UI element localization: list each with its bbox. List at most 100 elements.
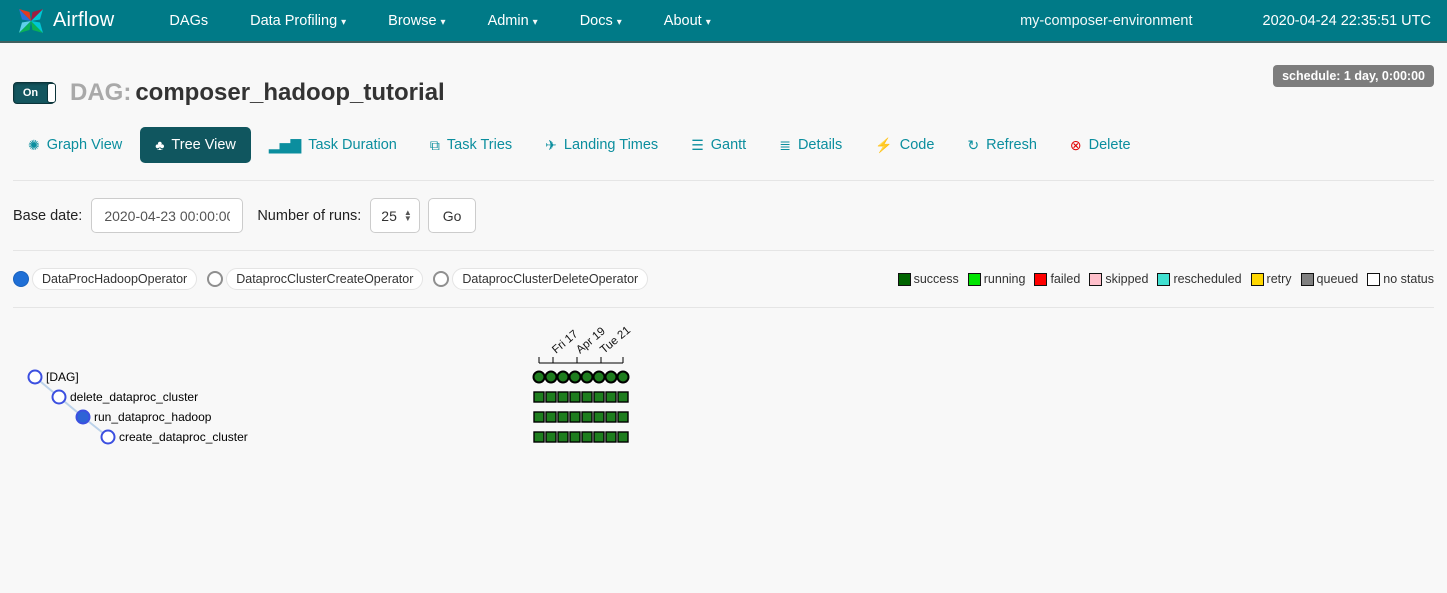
operator-label: DataprocClusterCreateOperator — [226, 268, 424, 290]
status-legend-item-skipped: skipped — [1089, 272, 1148, 286]
task-instance-square[interactable] — [533, 391, 545, 403]
dagrun-state-circle[interactable] — [616, 370, 630, 384]
tab-landing-times[interactable]: ✈ Landing Times — [530, 127, 673, 163]
status-swatch-icon — [1157, 272, 1171, 286]
tab-label: Landing Times — [563, 137, 659, 153]
chevron-down-icon: ▾ — [440, 16, 446, 28]
nav-item-label: Data Profiling — [250, 12, 338, 29]
status-label: skipped — [1105, 272, 1149, 286]
delete-circle-icon: ⊗ — [1069, 137, 1082, 153]
tab-gantt[interactable]: ☰ Gantt — [676, 127, 761, 163]
base-date-input[interactable] — [91, 198, 244, 233]
task-instance-square[interactable] — [557, 391, 569, 403]
brand-name: Airflow — [53, 9, 115, 31]
run-controls: Base date: Number of runs: 25 ▲▼ Go — [13, 198, 1434, 233]
tab-task-duration[interactable]: ▂▅▇ Task Duration — [254, 127, 412, 163]
dagrun-state-circle[interactable] — [604, 370, 618, 384]
task-node-circle[interactable] — [51, 389, 67, 405]
top-navbar: Airflow DAGs Data Profiling ▾ Browse ▾ Admin ▾… — [0, 0, 1447, 43]
task-instance-square[interactable] — [605, 411, 617, 423]
task-instance-square[interactable] — [581, 411, 593, 423]
airflow-brand[interactable]: Airflow — [16, 6, 114, 36]
tab-label: Task Tries — [446, 137, 513, 153]
operator-filled-circle-icon — [13, 271, 29, 287]
navbar-right: my-composer-environment 2020-04-24 22:35… — [1020, 13, 1431, 29]
task-instance-square[interactable] — [581, 431, 593, 443]
task-label[interactable]: create_dataproc_cluster — [119, 430, 248, 444]
task-instance-square[interactable] — [569, 431, 581, 443]
tab-graph-view[interactable]: ✺ Graph View — [13, 127, 137, 163]
task-instance-square[interactable] — [533, 411, 545, 423]
lightning-icon: ⚡ — [875, 137, 893, 153]
task-instance-square[interactable] — [593, 431, 605, 443]
task-instance-square[interactable] — [617, 431, 629, 443]
task-node-circle[interactable] — [75, 409, 91, 425]
operator-legend-item: DataProcHadoopOperator — [13, 268, 198, 290]
dagrun-state-circle[interactable] — [532, 370, 546, 384]
nav-item-docs[interactable]: Docs ▾ — [559, 13, 643, 29]
dagrun-state-circle[interactable] — [568, 370, 582, 384]
legend-row: DataProcHadoopOperator DataprocClusterCre… — [13, 268, 1434, 290]
task-instance-square[interactable] — [605, 391, 617, 403]
status-label: retry — [1266, 272, 1292, 286]
chevron-down-icon: ▾ — [705, 16, 711, 28]
nav-menu: DAGs Data Profiling ▾ Browse ▾ Admin ▾ Docs ▾ Abo… — [148, 13, 731, 29]
nav-item-dags[interactable]: DAGs — [148, 13, 229, 29]
divider — [13, 180, 1434, 181]
task-instance-square[interactable] — [581, 391, 593, 403]
task-instance-square[interactable] — [617, 411, 629, 423]
go-button[interactable]: Go — [427, 198, 477, 233]
task-instance-square[interactable] — [593, 391, 605, 403]
dagrun-state-circle[interactable] — [556, 370, 570, 384]
task-instance-square[interactable] — [569, 411, 581, 423]
base-date-label: Base date: — [13, 207, 83, 224]
task-node-circle[interactable] — [100, 429, 116, 445]
task-label[interactable]: delete_dataproc_cluster — [70, 390, 198, 404]
tab-label: Delete — [1088, 137, 1131, 153]
dagrun-state-circle[interactable] — [580, 370, 594, 384]
task-instance-square[interactable] — [557, 411, 569, 423]
tab-label: Refresh — [986, 137, 1037, 153]
status-label: success — [913, 272, 959, 286]
tab-label: Details — [797, 137, 843, 153]
dag-header: On DAG: composer_hadoop_tutorial schedule… — [13, 65, 1434, 107]
task-instance-square[interactable] — [533, 431, 545, 443]
task-label[interactable]: [DAG] — [46, 370, 79, 384]
task-node-circle[interactable] — [27, 369, 43, 385]
tab-code[interactable]: ⚡ Code — [860, 127, 949, 163]
task-instance-square[interactable] — [593, 411, 605, 423]
task-instance-square[interactable] — [545, 431, 557, 443]
task-label[interactable]: run_dataproc_hadoop — [94, 410, 212, 424]
bar-chart-icon: ▂▅▇ — [268, 137, 302, 153]
operator-label: DataprocClusterDeleteOperator — [452, 268, 649, 290]
tab-delete[interactable]: ⊗ Delete — [1055, 127, 1146, 163]
status-swatch-icon — [1300, 272, 1314, 286]
gantt-bars-icon: ☰ — [691, 137, 704, 153]
schedule-badge: schedule: 1 day, 0:00:00 — [1273, 65, 1434, 87]
nav-item-browse[interactable]: Browse ▾ — [367, 13, 466, 29]
status-swatch-icon — [1089, 272, 1103, 286]
task-instance-square[interactable] — [569, 391, 581, 403]
tab-refresh[interactable]: ↻ Refresh — [952, 127, 1052, 163]
task-instance-square[interactable] — [557, 431, 569, 443]
task-instance-square[interactable] — [605, 431, 617, 443]
dag-pause-toggle[interactable]: On — [13, 82, 56, 104]
dagrun-state-circle[interactable] — [544, 370, 558, 384]
task-instance-square[interactable] — [617, 391, 629, 403]
nav-item-admin[interactable]: Admin ▾ — [467, 13, 559, 29]
nav-item-about[interactable]: About ▾ — [643, 13, 732, 29]
num-runs-select[interactable]: 25 ▲ ▼ — [370, 198, 420, 233]
page-title: DAG: composer_hadoop_tutorial — [70, 79, 445, 107]
chevron-down-icon: ▾ — [616, 16, 622, 28]
nav-item-data-profiling[interactable]: Data Profiling ▾ — [229, 13, 367, 29]
dag-prefix: DAG: — [70, 79, 132, 106]
task-instance-square[interactable] — [545, 411, 557, 423]
refresh-icon: ↻ — [967, 137, 980, 153]
tab-task-tries[interactable]: ⧉ Task Tries — [415, 127, 527, 163]
tab-details[interactable]: ≣ Details — [764, 127, 857, 163]
status-legend-item-success: success — [897, 272, 959, 286]
task-instance-square[interactable] — [545, 391, 557, 403]
status-label: rescheduled — [1173, 272, 1242, 286]
tab-tree-view[interactable]: ♣ Tree View — [140, 127, 251, 163]
dagrun-state-circle[interactable] — [592, 370, 606, 384]
